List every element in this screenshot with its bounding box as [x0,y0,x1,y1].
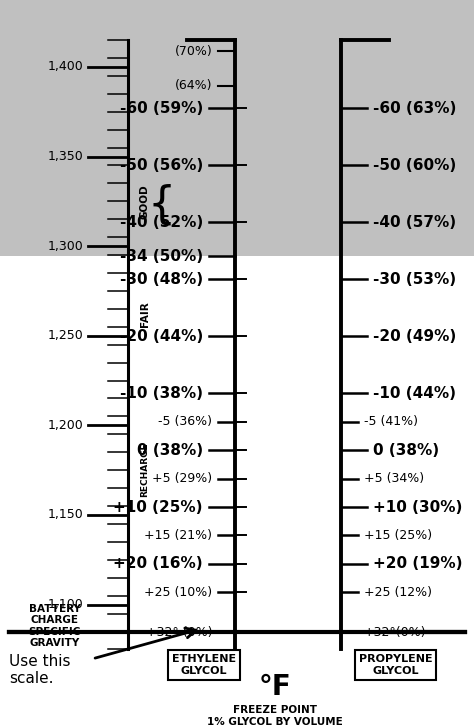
Text: +10 (25%): +10 (25%) [113,499,203,515]
Text: -10 (44%): -10 (44%) [373,386,456,400]
Text: -50 (56%): -50 (56%) [119,158,203,173]
Text: -30 (53%): -30 (53%) [373,272,456,287]
Text: 0 (38%): 0 (38%) [137,443,203,458]
Text: -34 (50%): -34 (50%) [120,249,203,264]
Text: +10 (30%): +10 (30%) [373,499,463,515]
Text: +15 (25%): +15 (25%) [364,529,432,542]
Text: 0 (38%): 0 (38%) [373,443,439,458]
Text: 1,200: 1,200 [48,419,84,432]
Text: RECHARGE: RECHARGE [140,443,149,497]
Text: ETHYLENE
GLYCOL: ETHYLENE GLYCOL [172,654,236,676]
Text: +32°(0%): +32°(0%) [364,626,426,638]
Text: -60 (59%): -60 (59%) [119,101,203,116]
Text: 1,150: 1,150 [48,508,84,521]
Text: BATTERY
CHARGE
SPECIFIC
GRAVITY: BATTERY CHARGE SPECIFIC GRAVITY [28,604,81,649]
Text: -40 (52%): -40 (52%) [119,215,203,230]
Text: -5 (36%): -5 (36%) [158,415,212,428]
Text: 1,400: 1,400 [48,60,84,74]
Text: (64%): (64%) [175,79,212,92]
Text: -50 (60%): -50 (60%) [373,158,456,173]
Text: {: { [147,183,175,226]
Text: +25 (10%): +25 (10%) [144,586,212,599]
Text: 1,100: 1,100 [48,598,84,611]
Text: -20 (49%): -20 (49%) [373,328,456,344]
Text: +5 (34%): +5 (34%) [364,472,424,485]
Text: -40 (57%): -40 (57%) [373,215,456,230]
Text: 1,350: 1,350 [48,150,84,163]
Text: +25 (12%): +25 (12%) [364,586,431,599]
Text: PROPYLENE
GLYCOL: PROPYLENE GLYCOL [359,654,433,676]
Text: -30 (48%): -30 (48%) [120,272,203,287]
Text: Use this
scale.: Use this scale. [9,654,71,686]
Text: FAIR: FAIR [140,301,150,327]
Text: +32° (0%): +32° (0%) [146,626,212,638]
Text: -5 (41%): -5 (41%) [364,415,418,428]
Text: -10 (38%): -10 (38%) [120,386,203,400]
Text: (70%): (70%) [174,45,212,58]
Text: +20 (19%): +20 (19%) [373,556,463,571]
Text: 1,300: 1,300 [48,240,84,253]
Text: -20 (44%): -20 (44%) [119,328,203,344]
Text: °F: °F [258,673,292,701]
Text: 1,250: 1,250 [48,329,84,342]
Text: -60 (63%): -60 (63%) [373,101,456,116]
Text: +5 (29%): +5 (29%) [152,472,212,485]
Text: +15 (21%): +15 (21%) [145,529,212,542]
Text: FREEZE POINT
1% GLYCOL BY VOLUME: FREEZE POINT 1% GLYCOL BY VOLUME [207,705,343,727]
Text: GOOD: GOOD [140,184,150,218]
Text: +20 (16%): +20 (16%) [113,556,203,571]
